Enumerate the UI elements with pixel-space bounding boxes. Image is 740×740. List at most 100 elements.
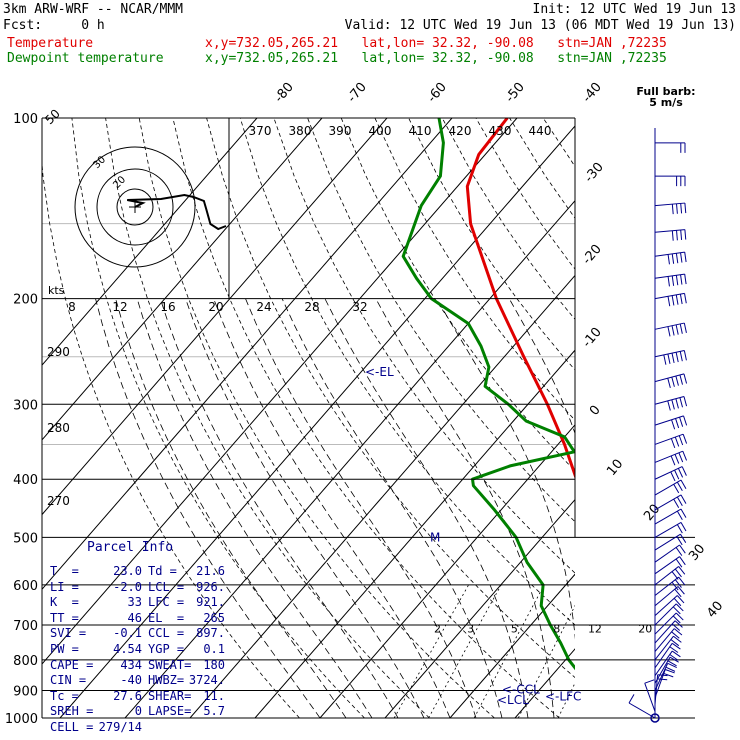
wind-flag-475-0 (680, 508, 687, 518)
dry-adiabat-420 (611, 118, 740, 718)
wind-barb-550 (654, 544, 680, 563)
wind-barb-425 (654, 479, 682, 496)
wind-flag-300-4 (667, 400, 671, 411)
wind-flag-675-0 (676, 595, 685, 604)
parcel-key: SREH = (50, 704, 94, 719)
moist-adiabat--20 (95, 298, 321, 718)
wind-barb-900 (654, 663, 669, 691)
theta-label-400: 400 (369, 124, 392, 138)
wind-flag-800-0 (673, 635, 682, 643)
wind-barb-925 (654, 669, 666, 698)
dewpoint-profile (401, 118, 575, 671)
wind-barb-675 (654, 595, 678, 616)
kts-label-32: 32 (352, 300, 367, 314)
isotherm-10 (514, 648, 575, 718)
isotherm-20 (580, 118, 740, 718)
theta-label-left: 50 (42, 106, 63, 127)
wind-barb-975 (644, 683, 656, 712)
wind-flag-275-1 (679, 374, 683, 385)
parcel-key: TT = (50, 610, 79, 625)
wind-flag-185-3 (671, 275, 675, 286)
pressure-label-200: 200 (13, 293, 38, 308)
parcel-value: -0.1 (113, 626, 142, 641)
parcel-key: CELL = (50, 720, 94, 734)
wind-barb-350 (654, 433, 684, 445)
wind-flag-325-3 (671, 419, 676, 430)
parcel-value: -2.0 (113, 579, 142, 594)
wind-flag-200-2 (675, 294, 679, 305)
theta-label-380: 380 (289, 124, 312, 138)
parcel-key: LI = (50, 579, 79, 594)
m-marker: M (430, 530, 440, 544)
parcel-key: LAPSE= (148, 704, 192, 719)
mixing-ratio-label-2: 2 (434, 622, 441, 635)
kts-unit-label: kts (48, 284, 65, 297)
wind-flag-275-4 (667, 378, 671, 388)
wind-barb-250 (654, 350, 685, 358)
kts-label-8: 8 (68, 300, 76, 314)
wind-barb-775 (654, 628, 675, 652)
moist-adiabat-28 (590, 299, 640, 718)
wind-barb-575 (654, 556, 680, 575)
hodo-ring-30 (74, 146, 196, 268)
parcel-value: 21.6 (196, 564, 225, 578)
wind-flag-575-0 (679, 556, 686, 566)
wind-flag-550-1 (675, 547, 683, 556)
wind-flag-375-1 (678, 452, 684, 463)
wind-flag-250-1 (679, 351, 683, 362)
wind-flag-625-2 (671, 581, 679, 591)
lfc-marker: <-LFC (545, 690, 581, 704)
isotherm--30 (254, 349, 575, 718)
wind-flag-750-0 (674, 620, 683, 628)
wind-flag-400-2 (674, 469, 680, 480)
mixing-ratio-label-3: 3 (467, 622, 474, 635)
wind-flag-500-1 (676, 524, 683, 534)
wind-flag-325-2 (675, 418, 680, 429)
wind-flag-300-2 (675, 398, 679, 409)
parcel-value: 4.54 (113, 642, 142, 656)
wind-barb-170 (654, 251, 685, 257)
wind-flag-225-2 (675, 324, 679, 335)
wind-barb-650 (654, 586, 679, 607)
barb-unit: 5 m/s (649, 96, 683, 109)
parcel-key: YGP = (148, 642, 185, 656)
wind-flag-750-1 (671, 623, 681, 631)
wind-flag-475-1 (676, 510, 683, 521)
temp-label-10: 10 (604, 457, 626, 479)
wind-flag-800-1 (670, 639, 680, 647)
wind-barb-875 (654, 656, 671, 684)
wind-flag-925-0 (665, 669, 675, 674)
parcel-info-box: Parcel Info T = 23.0 Td = 21.6 LI = -2.0 LCL =… (45, 537, 235, 734)
wind-barb-475 (654, 508, 682, 525)
wind-flag-170-0 (684, 252, 687, 263)
wind-flag-140-2 (676, 203, 678, 214)
wind-flag-600-0 (678, 566, 686, 575)
temp-label-40: 40 (704, 599, 726, 621)
parcel-value: 27.6 (113, 688, 142, 703)
temp-label--10: -10 (580, 325, 605, 351)
pressure-label-300: 300 (13, 398, 38, 413)
dry-adiabat-290 (172, 118, 560, 718)
wind-flag-325-1 (679, 417, 684, 427)
wind-flag-825-0 (671, 642, 681, 650)
wind-flag-185-4 (667, 276, 670, 287)
wind-barb-700 (654, 603, 677, 626)
parcel-key: Tc = (50, 688, 79, 703)
wind-flag-400-0 (681, 466, 687, 476)
parcel-key: SWEAT= (148, 657, 192, 672)
parcel-value: 11. (203, 688, 225, 703)
pressure-label-700: 700 (13, 619, 38, 634)
wind-flag-185-2 (675, 275, 679, 286)
pressure-label-1000: 1000 (5, 712, 38, 727)
mixing-ratio-2 (393, 584, 469, 718)
dry-adiabat-390 (509, 118, 575, 219)
theta-label-370: 370 (249, 124, 272, 138)
moist-adiabat-20 (436, 298, 575, 640)
wind-flag-185-0 (684, 274, 687, 285)
parcel-key: LFC = (148, 595, 185, 610)
wind-flag-375-0 (682, 450, 688, 461)
isotherm--90 (42, 118, 388, 516)
moist-adiabat-12 (324, 298, 529, 718)
wind-flag-825-1 (669, 646, 679, 653)
wind-flag-140-0 (684, 203, 687, 214)
